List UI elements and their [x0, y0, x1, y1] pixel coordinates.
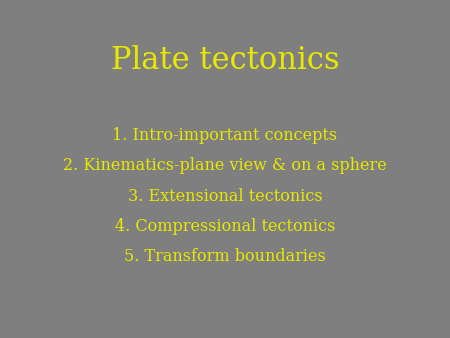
Text: Plate tectonics: Plate tectonics [111, 45, 339, 76]
Text: 5. Transform boundaries: 5. Transform boundaries [124, 248, 326, 265]
Text: 3. Extensional tectonics: 3. Extensional tectonics [128, 188, 322, 204]
Text: 4. Compressional tectonics: 4. Compressional tectonics [115, 218, 335, 235]
Text: 2. Kinematics-plane view & on a sphere: 2. Kinematics-plane view & on a sphere [63, 157, 387, 174]
Text: 1. Intro-important concepts: 1. Intro-important concepts [112, 127, 338, 144]
